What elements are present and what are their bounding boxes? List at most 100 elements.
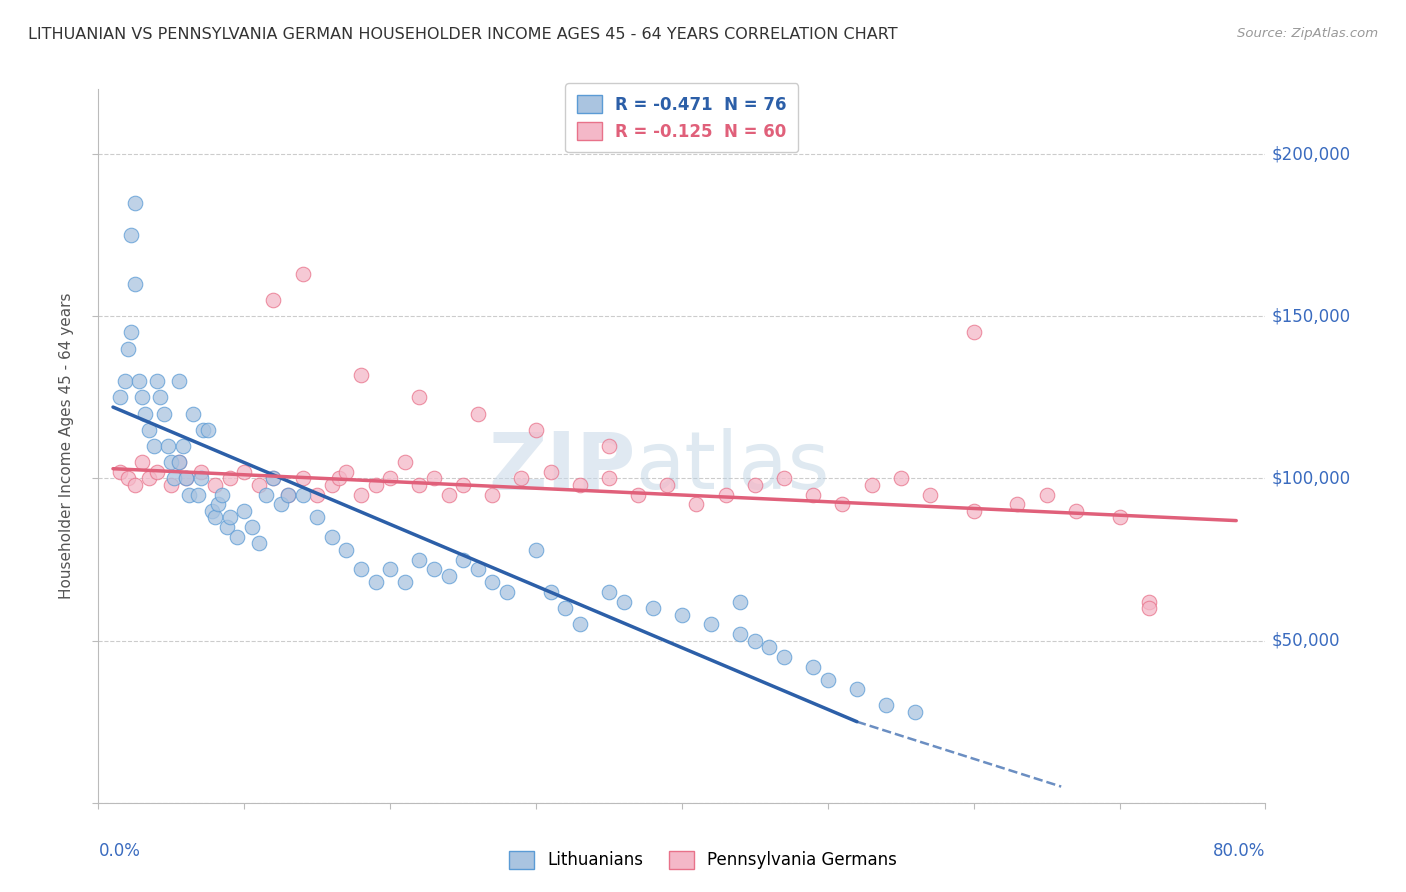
Point	[408, 478, 430, 492]
Point	[350, 562, 373, 576]
Point	[962, 326, 984, 340]
Point	[233, 465, 256, 479]
Point	[187, 488, 209, 502]
Point	[350, 488, 373, 502]
Point	[204, 478, 226, 492]
Point	[321, 478, 343, 492]
Point	[568, 617, 591, 632]
Point	[197, 423, 219, 437]
Point	[263, 471, 285, 485]
Point	[831, 497, 853, 511]
Point	[335, 465, 357, 479]
Point	[211, 488, 233, 502]
Point	[120, 326, 142, 340]
Text: 80.0%: 80.0%	[1213, 842, 1265, 860]
Point	[598, 439, 620, 453]
Point	[117, 342, 139, 356]
Point	[1035, 488, 1057, 502]
Point	[124, 195, 146, 210]
Point	[193, 423, 215, 437]
Text: ZIP: ZIP	[488, 428, 636, 507]
Point	[467, 562, 489, 576]
Point	[641, 601, 664, 615]
Point	[657, 478, 679, 492]
Point	[801, 659, 824, 673]
Point	[160, 478, 183, 492]
Point	[860, 478, 883, 492]
Point	[153, 407, 176, 421]
Point	[408, 552, 430, 566]
Point	[758, 640, 780, 654]
Text: LITHUANIAN VS PENNSYLVANIA GERMAN HOUSEHOLDER INCOME AGES 45 - 64 YEARS CORRELAT: LITHUANIAN VS PENNSYLVANIA GERMAN HOUSEH…	[28, 27, 898, 42]
Point	[423, 562, 446, 576]
Point	[138, 471, 160, 485]
Point	[1137, 601, 1160, 615]
Point	[627, 488, 650, 502]
Point	[904, 705, 927, 719]
Point	[437, 568, 460, 582]
Point	[671, 607, 693, 622]
Point	[291, 488, 314, 502]
Point	[215, 520, 238, 534]
Point	[157, 439, 180, 453]
Point	[350, 368, 373, 382]
Point	[146, 465, 169, 479]
Point	[613, 595, 636, 609]
Point	[124, 478, 146, 492]
Point	[277, 488, 299, 502]
Point	[307, 488, 329, 502]
Point	[773, 649, 796, 664]
Point	[142, 439, 165, 453]
Point	[890, 471, 912, 485]
Point	[875, 698, 897, 713]
Point	[467, 407, 489, 421]
Point	[744, 478, 766, 492]
Point	[380, 471, 402, 485]
Point	[1108, 510, 1130, 524]
Point	[307, 510, 329, 524]
Point	[114, 374, 136, 388]
Text: $50,000: $50,000	[1271, 632, 1340, 649]
Point	[380, 562, 402, 576]
Point	[730, 627, 752, 641]
Point	[568, 478, 591, 492]
Point	[254, 488, 277, 502]
Point	[540, 465, 562, 479]
Point	[247, 536, 270, 550]
Point	[714, 488, 737, 502]
Point	[394, 455, 416, 469]
Point	[160, 455, 183, 469]
Point	[117, 471, 139, 485]
Point	[128, 374, 150, 388]
Point	[146, 374, 169, 388]
Point	[730, 595, 752, 609]
Text: $150,000: $150,000	[1271, 307, 1350, 326]
Legend: Lithuanians, Pennsylvania Germans: Lithuanians, Pennsylvania Germans	[499, 840, 907, 880]
Point	[247, 478, 270, 492]
Y-axis label: Householder Income Ages 45 - 64 years: Householder Income Ages 45 - 64 years	[59, 293, 75, 599]
Point	[1064, 504, 1087, 518]
Point	[218, 471, 240, 485]
Point	[174, 471, 197, 485]
Point	[700, 617, 723, 632]
Point	[207, 497, 229, 511]
Point	[321, 530, 343, 544]
Point	[124, 277, 146, 291]
Text: atlas: atlas	[636, 428, 830, 507]
Point	[540, 585, 562, 599]
Point	[201, 504, 224, 518]
Point	[277, 488, 299, 502]
Point	[817, 673, 839, 687]
Text: 0.0%: 0.0%	[98, 842, 141, 860]
Point	[451, 478, 474, 492]
Text: Source: ZipAtlas.com: Source: ZipAtlas.com	[1237, 27, 1378, 40]
Point	[174, 471, 197, 485]
Point	[1007, 497, 1029, 511]
Point	[120, 228, 142, 243]
Text: $200,000: $200,000	[1271, 145, 1350, 163]
Point	[423, 471, 446, 485]
Point	[167, 374, 190, 388]
Point	[598, 585, 620, 599]
Point	[233, 504, 256, 518]
Point	[163, 471, 186, 485]
